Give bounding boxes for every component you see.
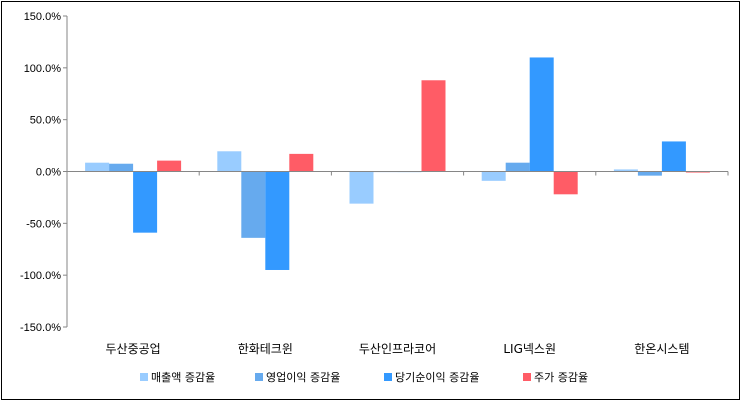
bar-2-5: [637, 171, 662, 176]
category-label: 한온시스템: [634, 342, 689, 356]
category-label: LIG넥스원: [503, 342, 556, 356]
bar-2-1: [109, 163, 134, 172]
bar-1-3: [349, 171, 374, 204]
bar-2-2: [241, 171, 266, 238]
category-label: 두산인프라코어: [359, 342, 436, 356]
legend-swatch: [255, 373, 263, 381]
y-tick-label: 150.0%: [24, 11, 62, 23]
bar-4-5: [685, 171, 710, 173]
y-tick-label: -150.0%: [20, 322, 61, 334]
legend-swatch: [384, 373, 392, 381]
legend-label: 주가 증감율: [534, 371, 588, 384]
bar-4-1: [157, 160, 182, 172]
bar-1-1: [85, 162, 110, 172]
bar-2-4: [505, 162, 530, 172]
legend-swatch: [523, 373, 531, 381]
y-tick-label: -100.0%: [20, 270, 61, 282]
bar-1-2: [217, 151, 242, 172]
bar-3-1: [133, 171, 158, 233]
bar-4-3: [421, 80, 446, 172]
bar-3-5: [661, 141, 686, 172]
bar-1-4: [481, 171, 506, 181]
y-tick-label: 100.0%: [24, 63, 62, 75]
legend-label: 영업이익 증감율: [266, 371, 340, 384]
legend-label: 당기순이익 증감율: [395, 371, 479, 384]
category-label: 두산중공업: [105, 342, 160, 356]
y-tick-label: 0.0%: [36, 167, 61, 179]
y-tick-label: 50.0%: [30, 115, 61, 127]
bar-3-2: [265, 171, 290, 270]
bar-1-5: [613, 169, 638, 172]
bar-4-4: [553, 171, 578, 195]
legend-label: 매출액 증감율: [151, 371, 215, 384]
category-label: 한화테크윈: [238, 342, 293, 356]
bar-3-4: [529, 57, 554, 172]
legend-swatch: [140, 373, 148, 381]
y-tick-label: -50.0%: [26, 218, 61, 230]
bar-4-2: [289, 153, 314, 172]
